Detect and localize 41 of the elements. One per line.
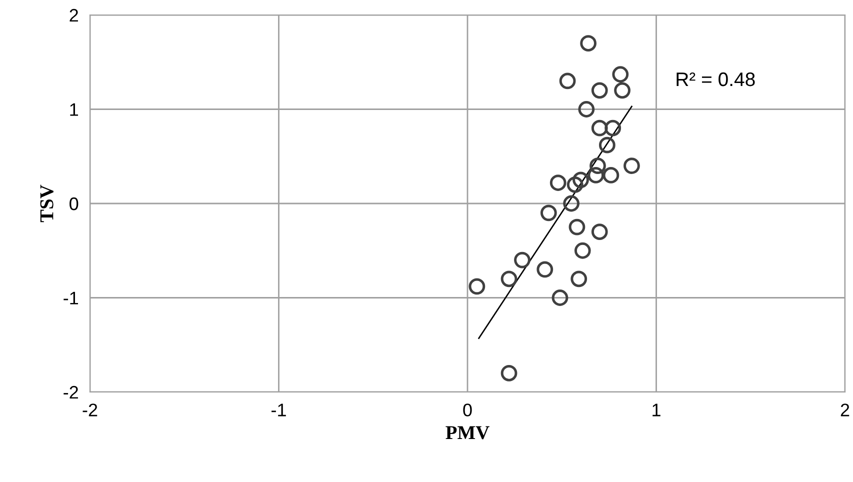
point <box>604 120 622 136</box>
point <box>602 167 620 184</box>
y-axis-title: TSV <box>40 184 54 222</box>
point <box>540 204 557 222</box>
x-tick-label: 1 <box>652 404 660 416</box>
x-tick-label: 0 <box>463 404 472 416</box>
point <box>624 158 640 174</box>
point <box>591 224 608 240</box>
point <box>591 120 608 136</box>
point <box>563 195 580 212</box>
point <box>572 172 589 188</box>
point <box>578 101 595 118</box>
point <box>588 167 604 184</box>
point <box>536 261 554 278</box>
point <box>514 252 530 268</box>
point <box>468 278 486 295</box>
point <box>574 242 591 259</box>
point <box>570 270 588 288</box>
y-tick-label: -1 <box>64 292 78 304</box>
point <box>568 218 586 236</box>
x-tick-label: 2 <box>840 404 850 416</box>
point <box>580 35 596 52</box>
point <box>614 82 630 99</box>
x-tick-label: -2 <box>82 404 98 416</box>
point <box>500 364 518 382</box>
y-tick-label: 2 <box>70 8 78 22</box>
x-tick-label: -1 <box>272 404 286 416</box>
point <box>500 270 518 288</box>
point <box>591 82 608 99</box>
x-axis-title: PMV <box>446 426 490 440</box>
y-tick-label: 0 <box>70 197 78 210</box>
point <box>552 290 568 306</box>
annotation: R² = 0.48 <box>676 72 755 86</box>
point <box>550 174 566 191</box>
point <box>559 72 576 90</box>
point <box>590 158 606 174</box>
point <box>612 66 629 83</box>
y-tick-label: 1 <box>70 103 78 116</box>
y-tick-label: -2 <box>64 386 78 399</box>
point <box>566 176 584 193</box>
point <box>598 136 616 154</box>
